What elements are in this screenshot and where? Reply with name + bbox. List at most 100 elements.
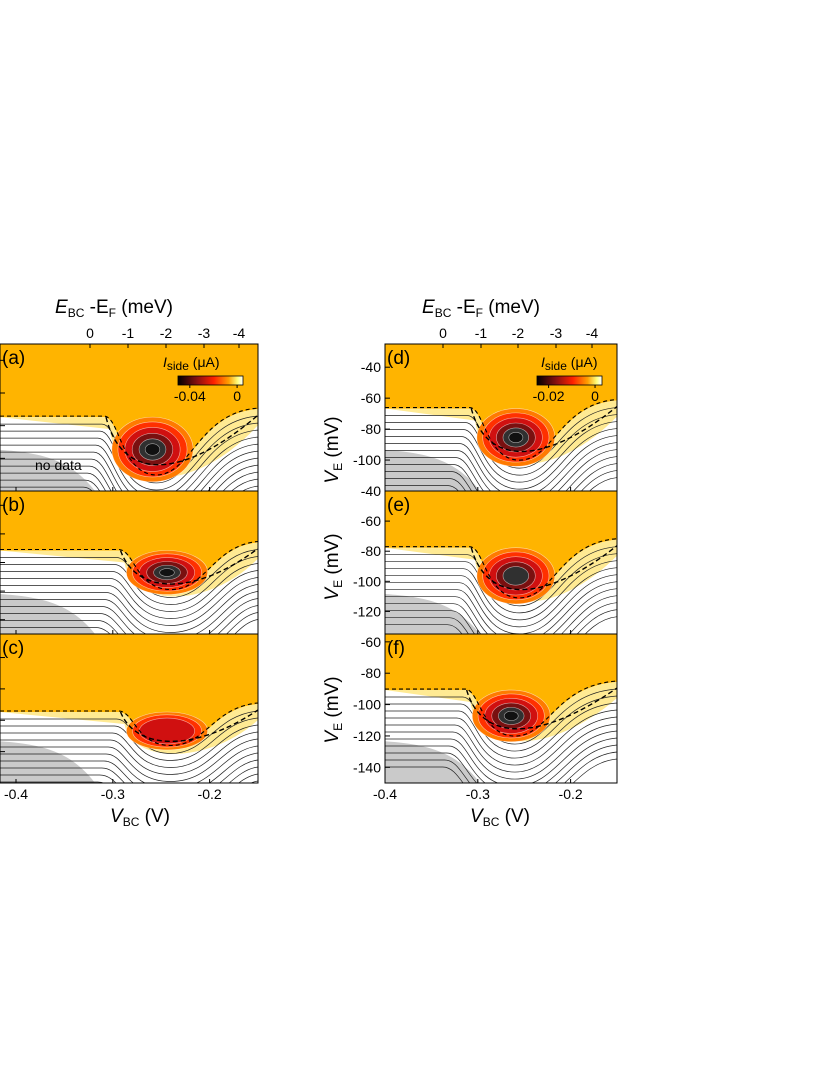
top-tick-label: -3 (550, 325, 563, 341)
panel-b: (b)-100-120-140-160-180 (0, 490, 259, 635)
plot-area (385, 344, 617, 491)
panel-a: (a)0-20-40-600-1-2-3-4-0.040 (0, 325, 259, 492)
contour-line (0, 577, 258, 626)
separator-dashed-upper (0, 407, 258, 476)
y-tick-label: -140 (353, 759, 381, 775)
plot-area (0, 634, 258, 783)
panel-label: (c) (2, 638, 24, 659)
contour-line (385, 723, 617, 780)
contour-line (385, 695, 617, 752)
y-axis-title-d: VE (mV) (322, 416, 345, 483)
contour-line (385, 470, 617, 491)
colorbar-title-a: Iside (μA) (163, 354, 220, 373)
x-axis-title-right: VBC (V) (470, 806, 530, 829)
plot-area (0, 344, 258, 491)
top-tick-label: -2 (512, 325, 525, 341)
no-data-region (0, 449, 95, 491)
y-tick-label: -120 (353, 728, 381, 744)
contour-line (385, 716, 617, 773)
contour-line (0, 457, 258, 491)
panel-d: (d) -40 -60 -80 -100 0 -1 -2 -3 -4 -0.02 0 (353, 325, 618, 492)
contour-line (385, 737, 617, 783)
separator-dashed-lower (470, 405, 617, 452)
pocket-contour (144, 443, 161, 456)
panel-e: (e) -40 -60 -80 -100 -120 (353, 483, 618, 635)
contour-line (385, 414, 617, 476)
y-tick-label: -40 (361, 359, 381, 375)
contour-line (0, 429, 258, 491)
panel-label: (f) (387, 638, 405, 659)
no-data-region (0, 593, 95, 634)
y-tick-label: -60 (361, 390, 381, 406)
y-tick-label: -80 (361, 543, 381, 559)
y-tick-label: -100 (353, 452, 381, 468)
contour-line (0, 612, 258, 634)
contour-line (0, 745, 258, 783)
x-tick-label: -0.2 (559, 786, 583, 802)
contour-line (0, 766, 258, 783)
separator-dashed-lower (119, 547, 258, 585)
colorbar-tick-label: -0.02 (533, 388, 565, 404)
contour-line (385, 758, 617, 783)
plot-area (0, 491, 258, 634)
transition-band (385, 539, 617, 603)
y-tick-label: -80 (361, 665, 381, 681)
colorbar (177, 375, 244, 386)
separator-dashed-upper (385, 680, 617, 737)
contour-line (385, 421, 617, 483)
colorbar-tick-label: 0 (591, 388, 599, 404)
panel-label: (b) (2, 495, 25, 516)
y-axis-title-e: VE (mV) (322, 533, 345, 600)
panel-f: (f) -60 -80 -100 -120 -140 -0.4 -0.3 -0.2 (353, 633, 618, 802)
contour-line (385, 744, 617, 783)
contour-line (385, 609, 617, 634)
top-tick-label: 0 (439, 325, 447, 341)
contour-line (385, 730, 617, 783)
contour-line (385, 435, 617, 491)
top-tick-label: -4 (233, 325, 246, 341)
top-axis-title-left: EBC -EF (meV) (55, 297, 173, 320)
contour-line (385, 588, 617, 634)
no-data-region (0, 741, 95, 783)
separator-dashed-upper (0, 702, 258, 747)
top-tick-label: -1 (475, 325, 488, 341)
contour-line (385, 463, 617, 491)
contour-line (0, 752, 258, 783)
contour-line (0, 436, 258, 491)
contour-line (0, 556, 258, 605)
contour-line (0, 731, 258, 775)
contour-line (385, 616, 617, 634)
contour-line (0, 450, 258, 491)
transition-band (0, 409, 258, 478)
contour-line (0, 584, 258, 633)
contour-line (385, 560, 617, 621)
contour-line (385, 595, 617, 634)
pocket-contour (503, 710, 519, 721)
separator-dashed-upper (385, 398, 617, 461)
colorbar-tick-label: -0.04 (174, 388, 206, 404)
colorbar-title-d: Iside (μA) (541, 354, 598, 373)
contour-line (0, 563, 258, 612)
contour-line (0, 471, 258, 491)
contour-line (0, 710, 258, 754)
y-tick-label: -60 (361, 634, 381, 650)
no-data-annotation: no data (35, 457, 82, 473)
panel-frame (0, 633, 259, 784)
top-tick-label: -4 (586, 325, 599, 341)
contour-line (0, 570, 258, 619)
y-tick-label: -120 (353, 603, 381, 619)
top-tick-label: -2 (160, 325, 173, 341)
x-tick-label: -0.2 (198, 786, 222, 802)
contour-line (0, 464, 258, 491)
top-tick-label: 0 (86, 325, 94, 341)
y-tick-label: -60 (361, 513, 381, 529)
contour-line (385, 442, 617, 491)
y-tick-label: -40 (361, 483, 381, 499)
no-data-region (385, 741, 480, 783)
colorbar (536, 375, 603, 386)
pocket-contour (159, 568, 175, 577)
separator-dashed-upper (385, 538, 617, 599)
y-tick-label: -100 (353, 697, 381, 713)
contour-line (385, 449, 617, 491)
y-tick-label: -80 (361, 421, 381, 437)
